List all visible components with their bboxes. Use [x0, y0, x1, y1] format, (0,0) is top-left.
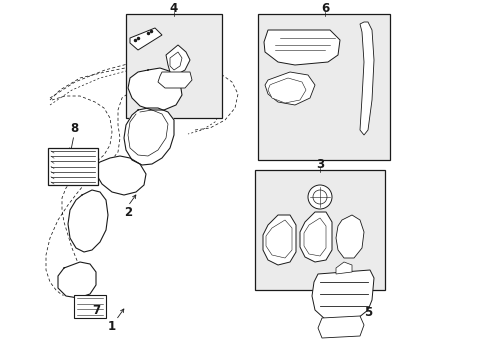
- Polygon shape: [299, 212, 331, 262]
- Polygon shape: [170, 52, 182, 70]
- Polygon shape: [265, 220, 291, 258]
- Polygon shape: [311, 270, 373, 322]
- Bar: [126, 14, 222, 118]
- Polygon shape: [130, 28, 162, 50]
- Bar: [254, 170, 384, 290]
- Polygon shape: [359, 22, 373, 135]
- Polygon shape: [304, 218, 325, 256]
- Polygon shape: [124, 108, 174, 165]
- Polygon shape: [335, 262, 351, 274]
- Text: 3: 3: [315, 158, 324, 171]
- Polygon shape: [317, 316, 363, 338]
- Bar: [258, 14, 389, 160]
- Text: 5: 5: [363, 306, 371, 319]
- Circle shape: [307, 185, 331, 209]
- Text: 7: 7: [92, 303, 100, 316]
- Polygon shape: [158, 72, 192, 88]
- Text: 1: 1: [108, 320, 116, 333]
- Polygon shape: [128, 68, 182, 110]
- Polygon shape: [264, 30, 339, 65]
- Polygon shape: [335, 215, 363, 258]
- Polygon shape: [58, 262, 96, 298]
- Bar: [48, 148, 98, 185]
- Polygon shape: [165, 45, 190, 75]
- Bar: [74, 295, 106, 318]
- Polygon shape: [263, 215, 295, 265]
- Polygon shape: [267, 78, 305, 103]
- Text: 4: 4: [169, 1, 178, 14]
- Polygon shape: [92, 156, 146, 195]
- Polygon shape: [68, 190, 108, 252]
- Text: 2: 2: [123, 206, 132, 219]
- Text: 8: 8: [70, 122, 78, 135]
- Text: 6: 6: [320, 1, 328, 14]
- Polygon shape: [264, 72, 314, 105]
